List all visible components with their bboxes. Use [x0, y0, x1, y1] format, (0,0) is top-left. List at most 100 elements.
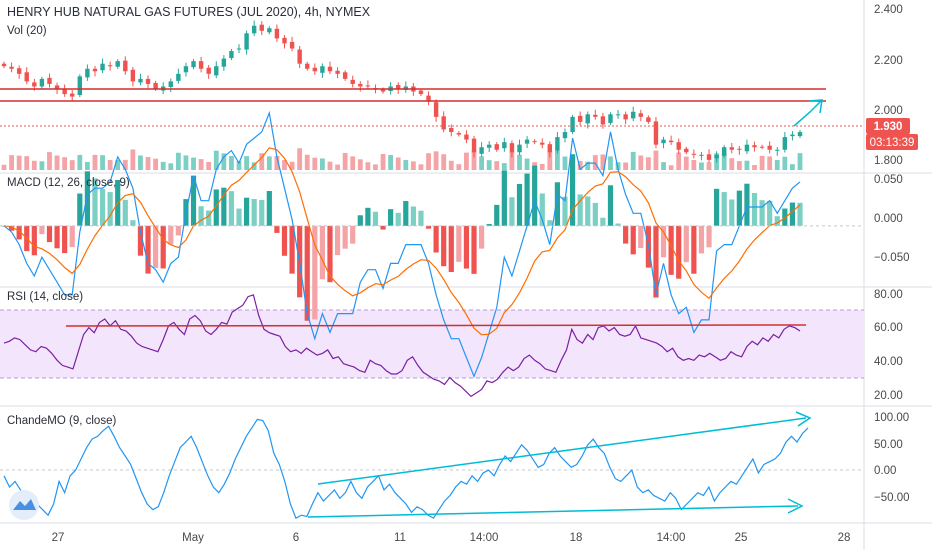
- candle-body: [494, 144, 499, 150]
- candle-body: [16, 68, 22, 74]
- macd-hist-bar: [312, 225, 318, 320]
- candle-body: [312, 67, 318, 72]
- candle-body: [403, 86, 408, 91]
- candle-body: [365, 85, 371, 87]
- projection-arrow[interactable]: [793, 99, 823, 127]
- macd-hist-bar: [433, 225, 439, 253]
- macd-hist-bar: [441, 225, 447, 267]
- macd-hist-bar: [46, 225, 53, 243]
- macd-hist-bar: [403, 201, 409, 226]
- candle-body: [684, 148, 689, 153]
- volume-bar: [1, 164, 7, 170]
- volume-bar: [380, 154, 386, 170]
- macd-hist-bar: [243, 197, 250, 226]
- candle-body: [267, 28, 272, 33]
- candle-body: [623, 114, 628, 120]
- candle-body: [775, 149, 780, 151]
- volume-bar: [653, 150, 659, 170]
- volume-bar: [721, 153, 727, 170]
- candle-body: [608, 114, 613, 123]
- candle-body: [517, 144, 522, 153]
- cmo-lower-trendline[interactable]: [307, 505, 799, 518]
- candle-body: [54, 85, 60, 89]
- macd-hist-bar: [585, 196, 591, 226]
- candle-body: [797, 132, 803, 137]
- candle-body: [229, 51, 234, 59]
- volume-bar: [24, 156, 30, 170]
- volume-bar: [683, 156, 689, 170]
- candle-body: [615, 114, 621, 116]
- volume-bar: [547, 151, 553, 170]
- candle-body: [509, 143, 515, 153]
- volume-bar: [630, 151, 636, 170]
- countdown-text: 03:13:39: [870, 137, 915, 149]
- candle-body: [441, 116, 446, 130]
- macd-hist-bar: [744, 183, 750, 226]
- volume-bar: [266, 156, 272, 170]
- macd-hist-bar: [577, 194, 583, 226]
- rsi-line: [3, 294, 801, 398]
- volume-bar: [297, 148, 303, 170]
- macd-hist-bar: [107, 192, 113, 226]
- candle-body: [502, 142, 507, 149]
- volume-bar: [623, 162, 629, 170]
- macd-hist-bar: [228, 191, 235, 226]
- volume-bar: [668, 165, 674, 170]
- macd-hist-bar: [714, 188, 720, 226]
- cmo-upper-trendline[interactable]: [317, 417, 807, 485]
- candle-body: [274, 28, 280, 39]
- macd-hist-bar: [706, 225, 712, 248]
- candle-body: [540, 142, 545, 145]
- macd-hist-bar: [198, 206, 204, 226]
- macd-hist-bar: [388, 209, 394, 226]
- macd-hist-bar: [691, 225, 697, 274]
- volume-bar: [410, 161, 416, 170]
- volume-bar: [464, 152, 469, 170]
- candle-body: [737, 148, 742, 150]
- price-axis: 2.400 2.200 2.000 1.800 0.050 0.000 −0.050 80.0…: [874, 4, 910, 504]
- volume-bar: [638, 155, 644, 170]
- macd-hist-bar: [554, 182, 561, 226]
- volume-bar: [115, 160, 121, 170]
- volume-bar: [486, 160, 492, 170]
- volume-bar: [39, 161, 45, 170]
- volume-bar: [471, 150, 477, 170]
- x-tick-label: 14:00: [657, 532, 686, 544]
- candle-body: [358, 83, 363, 87]
- candle-body: [305, 63, 310, 69]
- tradingview-logo-icon[interactable]: [9, 490, 39, 520]
- volume-bar: [562, 156, 568, 170]
- candle-body: [396, 84, 401, 89]
- macd-line: [3, 110, 801, 378]
- candle-body: [153, 82, 158, 89]
- volume-bar: [160, 161, 166, 170]
- macd-hist-bar: [213, 189, 219, 226]
- candle-body: [47, 77, 52, 84]
- volume-bar: [691, 160, 697, 170]
- candle-body: [289, 41, 295, 49]
- rsi-label: RSI (14, close): [7, 291, 83, 303]
- macd-hist-bar: [99, 188, 106, 226]
- candle-body: [555, 137, 560, 151]
- volume-bar: [259, 153, 265, 170]
- macd-hist-bar: [266, 191, 272, 226]
- candle-body: [577, 115, 583, 122]
- volume-bar: [577, 160, 583, 170]
- macd-hist-bar: [751, 192, 758, 226]
- volume-bar: [645, 157, 651, 170]
- rsi-band: [0, 310, 864, 378]
- volume-bar: [456, 164, 462, 170]
- macd-hist-bar: [767, 200, 773, 226]
- macd-hist-bar: [782, 208, 788, 226]
- volume-bar: [138, 155, 143, 170]
- volume-bar: [335, 164, 340, 170]
- candle-body: [744, 144, 750, 152]
- macd-hist-bar: [721, 192, 727, 226]
- macd-hist-bar: [456, 225, 462, 262]
- candle-body: [259, 24, 264, 31]
- volume-label: Vol (20): [7, 25, 47, 37]
- macd-hist-bar: [304, 225, 310, 321]
- macd-hist-bar: [281, 225, 288, 256]
- rsi-level-line[interactable]: [65, 324, 807, 327]
